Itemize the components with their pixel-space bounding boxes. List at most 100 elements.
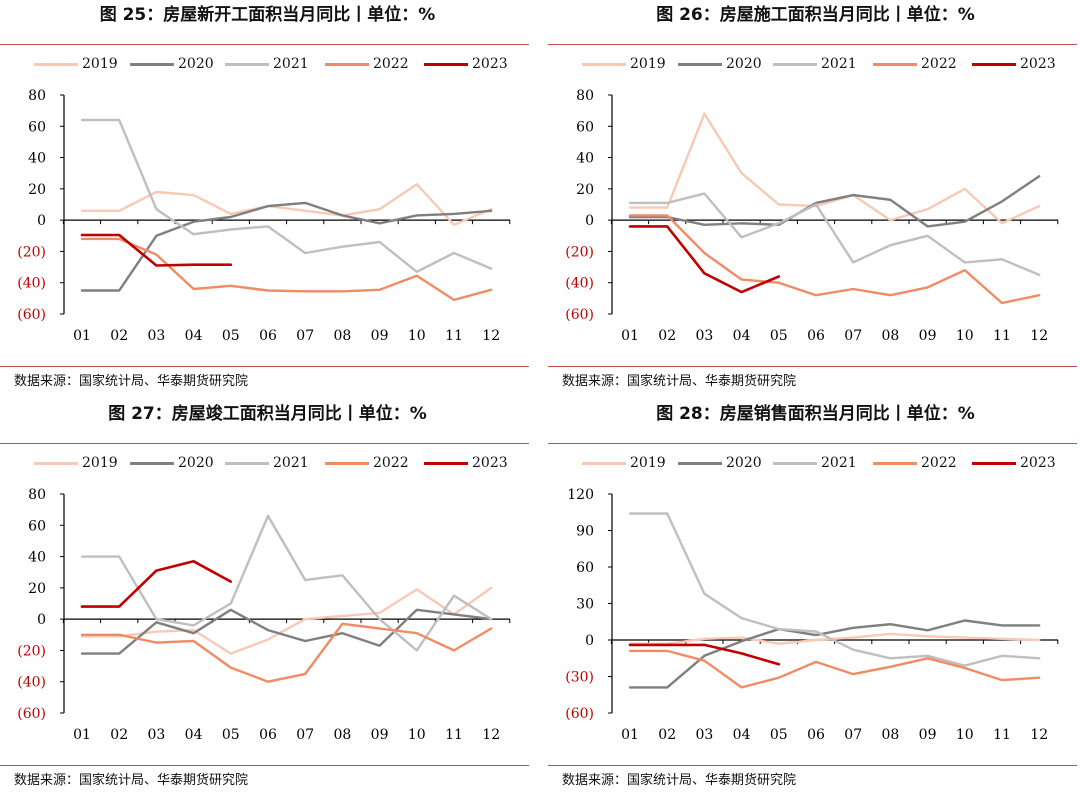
legend-item-2020: 2020 (130, 453, 214, 473)
legend-swatch (130, 461, 174, 465)
y-tick-label: 60 (576, 560, 594, 576)
legend-item-2022: 2022 (873, 453, 957, 473)
x-tick-label: 02 (110, 727, 128, 743)
legend-label: 2019 (630, 56, 666, 72)
chart-legend: 2019 2020 2021 2022 2023 (548, 453, 1080, 473)
x-tick-label: 03 (695, 727, 713, 743)
y-tick-label: 60 (576, 119, 594, 135)
chart-title: 图 26：房屋施工面积当月同比丨单位：% (656, 5, 975, 25)
series-line-2020 (80, 608, 493, 655)
chart-legend: 2019 2020 2021 2022 2023 (548, 54, 1080, 74)
legend-label: 2020 (726, 56, 762, 72)
x-tick-label: 05 (770, 328, 788, 344)
x-tick-label: 01 (73, 328, 91, 344)
x-tick-label: 06 (807, 328, 825, 344)
x-tick-label: 07 (844, 727, 862, 743)
chart-title: 图 28：房屋销售面积当月同比丨单位：% (656, 404, 975, 424)
legend-swatch (130, 62, 174, 66)
chart-legend: 2019 2020 2021 2022 2023 (0, 453, 535, 473)
legend-item-2020: 2020 (678, 453, 762, 473)
series-line-2023 (628, 643, 781, 666)
x-tick-label: 09 (919, 328, 937, 344)
series-line-2022 (628, 214, 1041, 305)
x-tick-label: 04 (185, 328, 203, 344)
legend-item-2023: 2023 (972, 54, 1056, 74)
legend-swatch (225, 461, 269, 465)
legend-swatch (225, 62, 269, 66)
legend-item-2019: 2019 (582, 54, 666, 74)
legend-item-2019: 2019 (34, 453, 118, 473)
line-chart-svg: 120 90 60 30 0 (30) (60) 01 02 03 04 05 06 07 08 09 10 11… (565, 487, 1059, 743)
x-tick-label: 12 (1030, 727, 1048, 743)
legend-label: 2021 (821, 455, 857, 471)
chart-title: 图 27：房屋竣工面积当月同比丨单位：% (108, 404, 427, 424)
x-tick-label: 10 (956, 727, 974, 743)
x-tick-label: 02 (110, 328, 128, 344)
y-tick-label: (60) (17, 706, 46, 722)
source-divider (0, 366, 529, 367)
legend-label: 2022 (373, 56, 409, 72)
y-tick-label: 80 (28, 487, 46, 503)
legend-item-2021: 2021 (773, 453, 857, 473)
x-tick-label: 08 (333, 727, 351, 743)
legend-item-2022: 2022 (325, 54, 409, 74)
x-tick-label: 01 (621, 727, 639, 743)
y-tick-label: 60 (28, 518, 46, 534)
y-tick-label: 40 (28, 550, 46, 566)
legend-label: 2023 (1020, 455, 1056, 471)
legend-swatch (678, 62, 722, 66)
legend-swatch (325, 461, 369, 465)
chart-panel-fig26: 图 26：房屋施工面积当月同比丨单位：% 2019 2020 2021 2022 202… (548, 0, 1080, 399)
series-line-2021 (628, 192, 1041, 277)
series-line-2019 (628, 632, 1041, 645)
legend-swatch (972, 62, 1016, 66)
y-tick-label: (20) (17, 643, 46, 659)
x-tick-label: 09 (371, 328, 389, 344)
y-tick-label: (20) (565, 244, 594, 260)
x-tick-label: 12 (1030, 328, 1048, 344)
x-tick-label: 03 (147, 727, 165, 743)
y-tick-label: 0 (37, 213, 46, 229)
legend-label: 2022 (921, 455, 957, 471)
legend-swatch (972, 461, 1016, 465)
line-chart-svg: 80 60 40 20 0 (20) (40) (60) 01 02 03 04 05 06 07 08 09 1… (17, 487, 511, 743)
legend-swatch (678, 461, 722, 465)
legend-label: 2019 (630, 455, 666, 471)
legend-label: 2022 (373, 455, 409, 471)
y-tick-label: (60) (17, 307, 46, 323)
legend-swatch (582, 62, 626, 66)
data-source: 数据来源：国家统计局、华泰期货研究院 (14, 374, 249, 389)
y-tick-label: 30 (576, 597, 594, 613)
source-divider (0, 765, 529, 766)
series-line-2022 (628, 649, 1041, 689)
chart-panel-fig27: 图 27：房屋竣工面积当月同比丨单位：% 2019 2020 2021 2022 202… (0, 399, 535, 798)
title-divider (548, 443, 1077, 444)
y-tick-label: 0 (37, 612, 46, 628)
data-source: 数据来源：国家统计局、华泰期货研究院 (562, 374, 797, 389)
legend-item-2021: 2021 (225, 54, 309, 74)
legend-label: 2019 (82, 455, 118, 471)
x-tick-label: 10 (408, 328, 426, 344)
legend-swatch (582, 461, 626, 465)
data-source: 数据来源：国家统计局、华泰期货研究院 (562, 773, 797, 788)
y-tick-label: (40) (565, 276, 594, 292)
x-tick-label: 05 (222, 328, 240, 344)
legend-item-2023: 2023 (424, 54, 508, 74)
legend-item-2023: 2023 (972, 453, 1056, 473)
legend-item-2021: 2021 (225, 453, 309, 473)
y-tick-label: 80 (576, 88, 594, 104)
y-tick-label: 0 (585, 633, 594, 649)
legend-swatch (773, 62, 817, 66)
line-chart-svg: 80 60 40 20 0 (20) (40) (60) 01 02 03 04 05 06 07 08 09 1… (17, 88, 511, 344)
y-tick-label: 80 (28, 88, 46, 104)
y-tick-label: 20 (28, 182, 46, 198)
x-tick-label: 01 (621, 328, 639, 344)
legend-item-2023: 2023 (424, 453, 508, 473)
x-tick-label: 09 (919, 727, 937, 743)
legend-label: 2021 (273, 56, 309, 72)
legend-item-2022: 2022 (873, 54, 957, 74)
title-divider (0, 44, 529, 45)
series-line-2022 (80, 237, 493, 302)
series-line-2021 (80, 514, 493, 652)
x-tick-label: 11 (993, 328, 1011, 344)
